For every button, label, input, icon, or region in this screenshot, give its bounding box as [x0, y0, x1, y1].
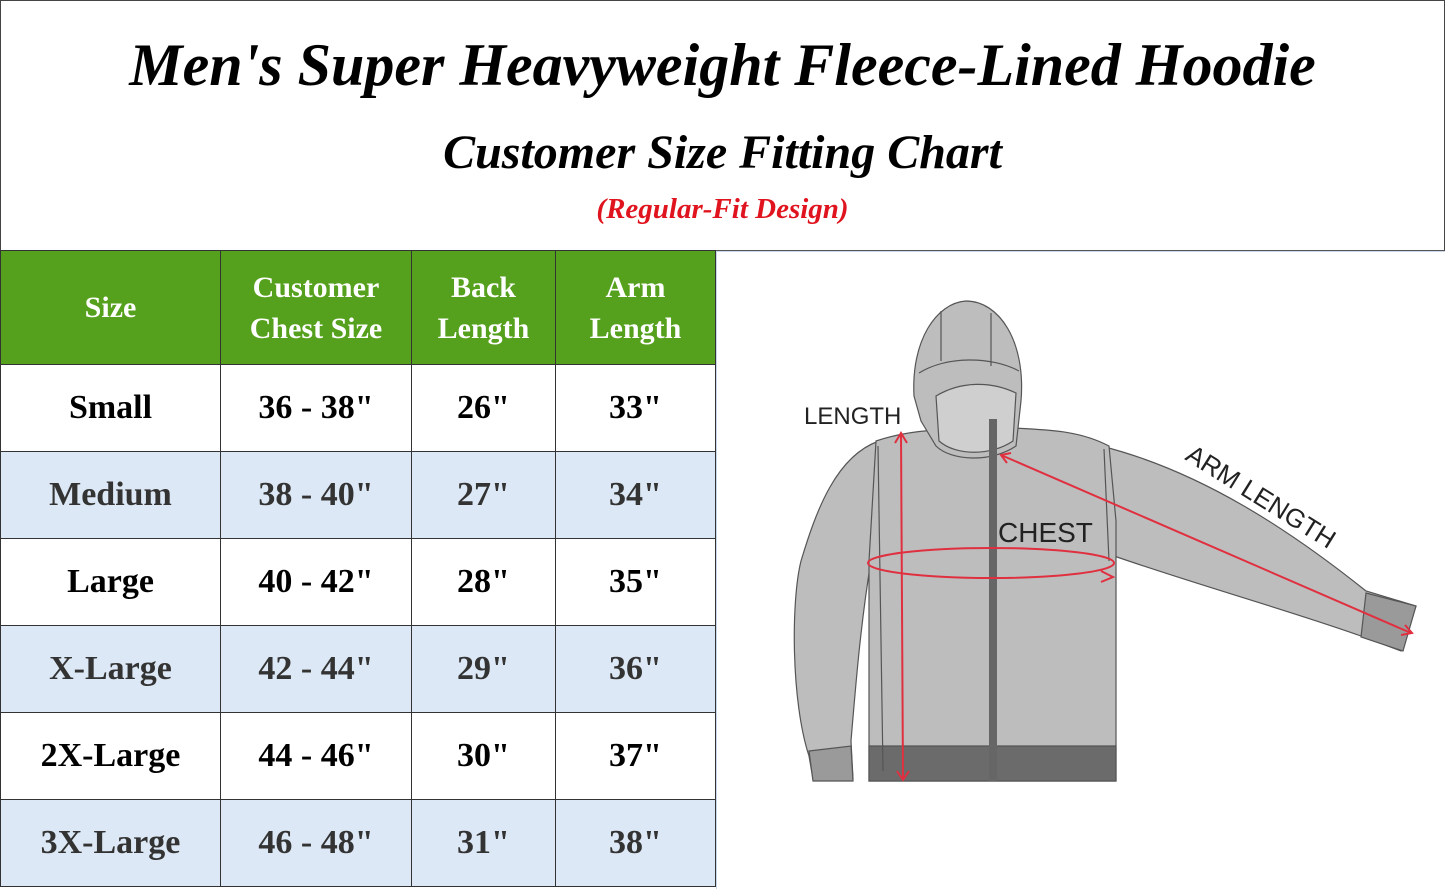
header-back-length: Back Length: [411, 250, 556, 365]
cell-chest-size: 44 - 46": [220, 712, 412, 800]
table-row: X-Large 42 - 44" 29" 36": [0, 625, 716, 713]
title: Men's Super Heavyweight Fleece-Lined Hoo…: [129, 32, 1316, 98]
cell-size: X-Large: [0, 625, 221, 713]
cell-arm-length: 37": [555, 712, 716, 800]
header-arm-length: Arm Length: [555, 250, 716, 365]
chart-header: Men's Super Heavyweight Fleece-Lined Hoo…: [0, 0, 1445, 251]
cell-back-length: 26": [411, 364, 556, 452]
cell-size: 2X-Large: [0, 712, 221, 800]
cell-arm-length: 38": [555, 799, 716, 887]
table-row: 3X-Large 46 - 48" 31" 38": [0, 799, 716, 887]
cell-chest-size: 38 - 40": [220, 451, 412, 539]
cell-arm-length: 35": [555, 538, 716, 626]
length-label: LENGTH: [804, 403, 901, 430]
left-cuff: [808, 745, 854, 782]
right-cuff: [1360, 592, 1417, 652]
table-row: Small 36 - 38" 26" 33": [0, 364, 716, 452]
cell-back-length: 30": [411, 712, 556, 800]
cell-size: 3X-Large: [0, 799, 221, 887]
table-header-row: Size Customer Chest Size Back Length Arm…: [0, 250, 716, 365]
left-sleeve: [793, 440, 880, 780]
cell-arm-length: 34": [555, 451, 716, 539]
chest-label: CHEST: [998, 517, 1093, 548]
cell-back-length: 29": [411, 625, 556, 713]
cell-arm-length: 36": [555, 625, 716, 713]
cell-arm-length: 33": [555, 364, 716, 452]
cell-size: Medium: [0, 451, 221, 539]
zipper: [989, 419, 997, 781]
header-chest: Customer Chest Size: [220, 250, 412, 365]
size-table: Size Customer Chest Size Back Length Arm…: [0, 250, 716, 887]
fit-note: (Regular-Fit Design): [596, 193, 849, 225]
cell-size: Small: [0, 364, 221, 452]
hoodie-illustration-icon: LENGTH CHEST ARM LENGTH: [793, 300, 1417, 782]
length-arrow: [900, 433, 904, 780]
cell-chest-size: 46 - 48": [220, 799, 412, 887]
table-row: Medium 38 - 40" 27" 34": [0, 451, 716, 539]
cell-chest-size: 36 - 38": [220, 364, 412, 452]
cell-size: Large: [0, 538, 221, 626]
cell-back-length: 28": [411, 538, 556, 626]
header-size: Size: [0, 250, 221, 365]
table-row: Large 40 - 42" 28" 35": [0, 538, 716, 626]
cell-chest-size: 40 - 42": [220, 538, 412, 626]
chest-ellipse: [867, 547, 1115, 579]
table-row: 2X-Large 44 - 46" 30" 37": [0, 712, 716, 800]
cell-chest-size: 42 - 44": [220, 625, 412, 713]
cell-back-length: 31": [411, 799, 556, 887]
arm-length-arrow: [1000, 454, 1412, 634]
hoodie-diagram: LENGTH CHEST ARM LENGTH: [716, 251, 1445, 889]
subtitle: Customer Size Fitting Chart: [443, 126, 1002, 179]
cell-back-length: 27": [411, 451, 556, 539]
